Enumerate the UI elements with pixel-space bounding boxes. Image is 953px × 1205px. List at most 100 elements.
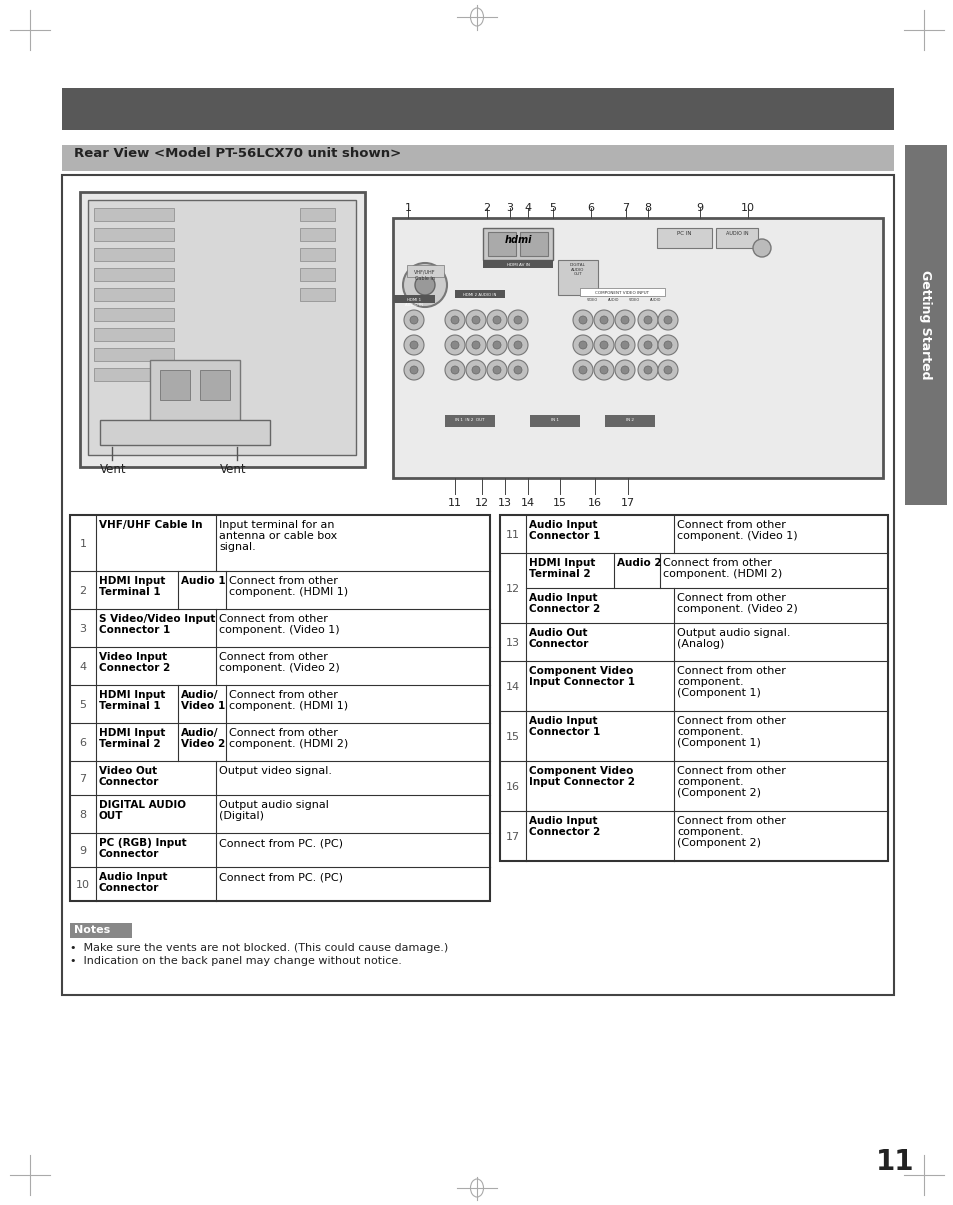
Circle shape [615,335,635,355]
Circle shape [465,310,485,330]
Text: 12: 12 [475,498,489,509]
Text: 2: 2 [79,586,87,596]
Text: Connect from other: Connect from other [677,816,785,825]
Bar [407,265,443,277]
Bar [62,88,893,130]
Text: 4: 4 [524,202,531,213]
Text: component. (HDMI 2): component. (HDMI 2) [229,739,348,750]
Text: •  Make sure the vents are not blocked. (This could cause damage.): • Make sure the vents are not blocked. (… [70,944,448,953]
Circle shape [507,360,527,380]
Circle shape [573,360,593,380]
Text: Terminal 2: Terminal 2 [529,569,590,578]
Text: 5: 5 [79,700,87,710]
Bar [62,175,893,995]
Circle shape [578,366,586,374]
Text: (Component 1): (Component 1) [677,737,760,748]
Text: signal.: signal. [219,542,255,552]
Text: Connect from other: Connect from other [677,666,785,676]
Text: 3: 3 [79,624,87,634]
Text: Connect from PC. (PC): Connect from PC. (PC) [219,837,343,848]
Circle shape [658,310,678,330]
Circle shape [444,335,464,355]
Circle shape [663,316,671,324]
Circle shape [643,316,651,324]
Bar [519,233,547,255]
Text: component. (Video 1): component. (Video 1) [677,531,797,541]
Text: component.: component. [677,727,742,737]
Text: 9: 9 [696,202,702,213]
Circle shape [658,335,678,355]
Circle shape [638,335,658,355]
Text: PC IN: PC IN [676,231,691,236]
Circle shape [451,366,458,374]
Text: 10: 10 [740,202,754,213]
Text: Audio 2: Audio 2 [617,558,661,568]
Text: VHF/UHF Cable In: VHF/UHF Cable In [99,521,202,530]
Bar [88,200,355,455]
Circle shape [643,341,651,349]
Text: Connector: Connector [529,639,589,649]
Text: 9: 9 [79,846,87,856]
Bar [100,421,270,445]
Circle shape [451,316,458,324]
Text: Input terminal for an: Input terminal for an [219,521,335,530]
Text: AUDIO: AUDIO [650,298,661,302]
Bar [299,288,335,301]
Bar [200,370,230,400]
Text: VIDEO: VIDEO [629,298,639,302]
Text: component. (Video 1): component. (Video 1) [219,625,339,635]
Text: Output video signal.: Output video signal. [219,766,332,776]
Text: 13: 13 [505,637,519,648]
Bar [94,288,173,301]
Circle shape [599,341,607,349]
Bar [94,308,173,321]
Text: 8: 8 [79,810,87,819]
Bar [716,228,758,248]
Circle shape [486,360,506,380]
Text: Terminal 1: Terminal 1 [99,701,160,711]
Text: Audio Out: Audio Out [529,628,587,637]
Text: Video 2: Video 2 [181,739,225,750]
Text: Audio Input: Audio Input [529,593,597,602]
Circle shape [486,310,506,330]
Text: 6: 6 [587,202,594,213]
Text: Terminal 1: Terminal 1 [99,587,160,596]
Text: Notes: Notes [74,925,111,935]
Circle shape [403,360,423,380]
Bar [499,515,887,862]
Text: 3: 3 [506,202,513,213]
Text: (Analog): (Analog) [677,639,723,649]
Bar [94,368,173,381]
Text: antenna or cable box: antenna or cable box [219,531,337,541]
Bar [299,228,335,241]
Text: 4: 4 [79,662,87,672]
Text: •  Indication on the back panel may change without notice.: • Indication on the back panel may chang… [70,956,401,966]
Text: IN 1  IN 2  OUT: IN 1 IN 2 OUT [455,418,484,422]
Circle shape [410,316,417,324]
Text: Audio Input: Audio Input [529,816,597,825]
Bar [94,328,173,341]
Text: Connect from other: Connect from other [677,593,785,602]
Circle shape [472,316,479,324]
Circle shape [444,310,464,330]
Bar [94,228,173,241]
Text: Output audio signal.: Output audio signal. [677,628,790,637]
Text: Vent: Vent [220,463,247,476]
Text: 7: 7 [621,202,629,213]
Text: Connect from other: Connect from other [229,728,337,737]
Text: PC (RGB) Input: PC (RGB) Input [99,837,187,848]
Text: COMPONENT VIDEO INPUT: COMPONENT VIDEO INPUT [595,290,648,295]
Text: Connect from other: Connect from other [677,521,785,530]
Bar [160,370,190,400]
Text: 17: 17 [505,831,519,842]
Text: 2: 2 [483,202,490,213]
Text: 16: 16 [587,498,601,509]
Circle shape [573,310,593,330]
Text: Connector 2: Connector 2 [529,604,599,615]
Text: Connect from other: Connect from other [229,576,337,586]
Text: 14: 14 [505,682,519,692]
Bar [94,208,173,221]
Circle shape [615,360,635,380]
Text: HDMI AV IN: HDMI AV IN [506,263,529,268]
Circle shape [403,310,423,330]
